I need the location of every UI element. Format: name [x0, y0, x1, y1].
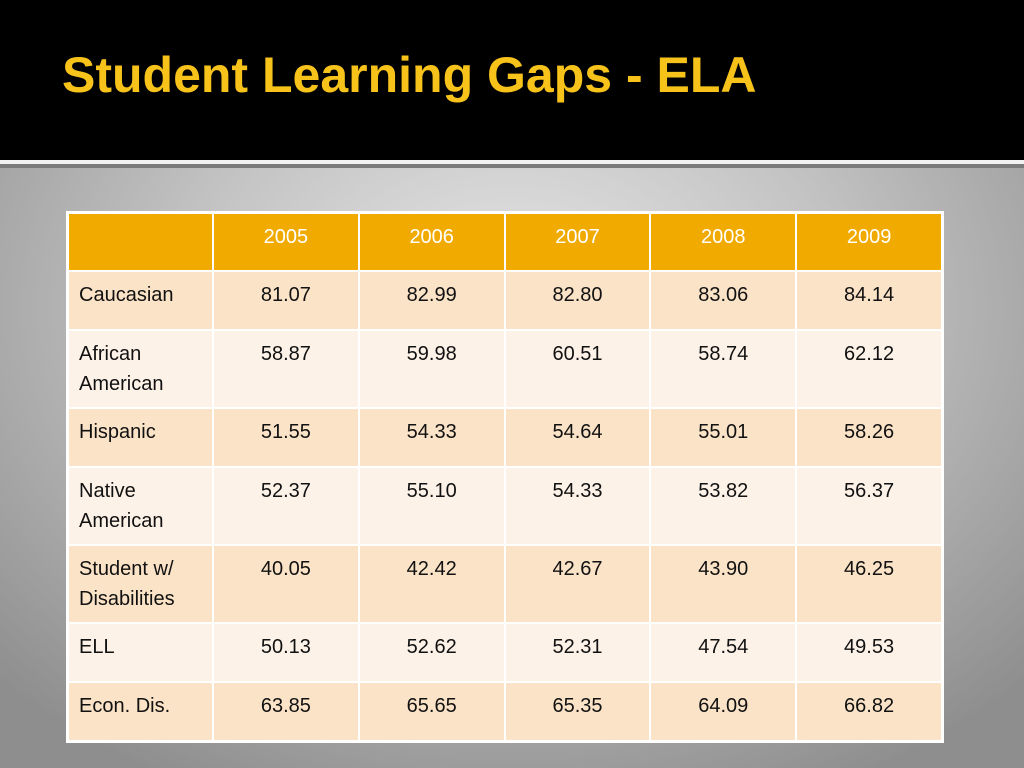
column-header: 2005: [212, 212, 360, 272]
table-cell: 84.14: [795, 270, 943, 331]
slide-title: Student Learning Gaps - ELA: [62, 47, 757, 103]
table-cell: 52.37: [212, 466, 360, 546]
table-row: ELL 50.13 52.62 52.31 47.54 49.53: [67, 622, 943, 683]
table-cell: 47.54: [649, 622, 798, 683]
table-cell: 49.53: [795, 622, 943, 683]
row-label: Native American: [67, 466, 214, 546]
row-label: African American: [67, 329, 214, 409]
table-cell: 56.37: [795, 466, 943, 546]
table-cell: 55.10: [357, 466, 506, 546]
table-header-row: 2005 2006 2007 2008 2009: [67, 212, 943, 272]
table-cell: 52.62: [357, 622, 506, 683]
table-row: Student w/ Disabilities 40.05 42.42 42.6…: [67, 544, 943, 624]
table-row: Caucasian 81.07 82.99 82.80 83.06 84.14: [67, 270, 943, 331]
table-cell: 62.12: [795, 329, 943, 409]
table-cell: 65.35: [503, 681, 652, 742]
column-header: 2007: [503, 212, 652, 272]
row-label: Hispanic: [67, 407, 214, 468]
table-cell: 43.90: [649, 544, 798, 624]
row-label: ELL: [67, 622, 214, 683]
column-header: 2006: [357, 212, 506, 272]
table-cell: 65.65: [357, 681, 506, 742]
table-cell: 52.31: [503, 622, 652, 683]
table-cell: 42.67: [503, 544, 652, 624]
table-cell: 55.01: [649, 407, 798, 468]
table-cell: 54.64: [503, 407, 652, 468]
table-row: African American 58.87 59.98 60.51 58.74…: [67, 329, 943, 409]
table-row: Econ. Dis. 63.85 65.65 65.35 64.09 66.82: [67, 681, 943, 742]
table-cell: 40.05: [212, 544, 360, 624]
table-cell: 82.80: [503, 270, 652, 331]
title-divider: [0, 160, 1024, 164]
table-cell: 42.42: [357, 544, 506, 624]
table-cell: 58.87: [212, 329, 360, 409]
table-cell: 63.85: [212, 681, 360, 742]
table-cell: 59.98: [357, 329, 506, 409]
row-label: Student w/ Disabilities: [67, 544, 214, 624]
header-corner-cell: [67, 212, 214, 272]
row-label: Econ. Dis.: [67, 681, 214, 742]
table-cell: 54.33: [357, 407, 506, 468]
title-divider-shadow: [0, 164, 1024, 168]
table-cell: 58.26: [795, 407, 943, 468]
table-cell: 58.74: [649, 329, 798, 409]
table-cell: 51.55: [212, 407, 360, 468]
table-cell: 83.06: [649, 270, 798, 331]
table-cell: 60.51: [503, 329, 652, 409]
column-header: 2008: [649, 212, 798, 272]
table-cell: 46.25: [795, 544, 943, 624]
table-cell: 82.99: [357, 270, 506, 331]
column-header: 2009: [795, 212, 943, 272]
table-cell: 54.33: [503, 466, 652, 546]
table-cell: 50.13: [212, 622, 360, 683]
table-cell: 64.09: [649, 681, 798, 742]
row-label: Caucasian: [67, 270, 214, 331]
table-cell: 81.07: [212, 270, 360, 331]
table-cell: 53.82: [649, 466, 798, 546]
table-row: Hispanic 51.55 54.33 54.64 55.01 58.26: [67, 407, 943, 468]
table-row: Native American 52.37 55.10 54.33 53.82 …: [67, 466, 943, 546]
table-cell: 66.82: [795, 681, 943, 742]
title-bar: [0, 0, 1024, 160]
data-table: 2005 2006 2007 2008 2009 Caucasian 81.07…: [67, 212, 943, 742]
